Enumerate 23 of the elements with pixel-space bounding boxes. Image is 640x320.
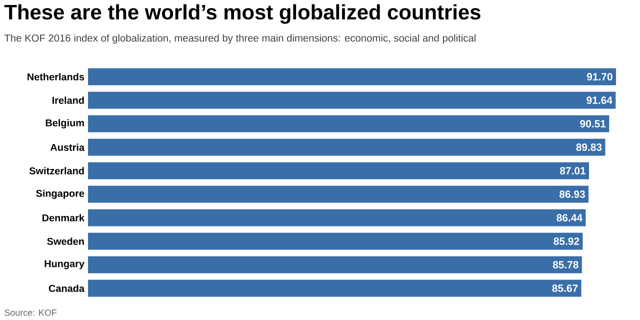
y-tick-label: Netherlands [28,73,84,80]
y-tick-label: Sweden [47,238,84,245]
data-label: 87.01 [560,167,586,174]
y-tick-label: Belgium [46,119,84,128]
y-tick-label: Canada [48,284,85,292]
chart-subtitle: The KOF 2016 index of globalization, measured by three main dimensions: economic, social and political [4,34,476,44]
y-tick-label: Ireland [52,96,84,104]
data-label: 89.83 [576,144,602,151]
data-label: 85.67 [552,284,578,292]
y-tick-label: Denmark [42,214,84,222]
y-tick-label: Austria [50,144,85,151]
data-label: 86.93 [560,190,585,198]
chart-title: These are the world’s most globalized countries [4,4,480,24]
data-label: 86.44 [556,214,582,222]
data-label: 91.64 [586,96,612,104]
data-label: 85.92 [554,238,580,245]
y-tick-label: Singapore [36,190,84,199]
y-tick-label: Hungary [44,260,84,270]
data-label: 85.78 [552,261,578,268]
y-tick-label: Switzerland [29,167,84,174]
source-note: Source: KOF [4,309,56,316]
data-label: 90.51 [580,120,606,128]
data-label: 91.70 [587,73,612,80]
